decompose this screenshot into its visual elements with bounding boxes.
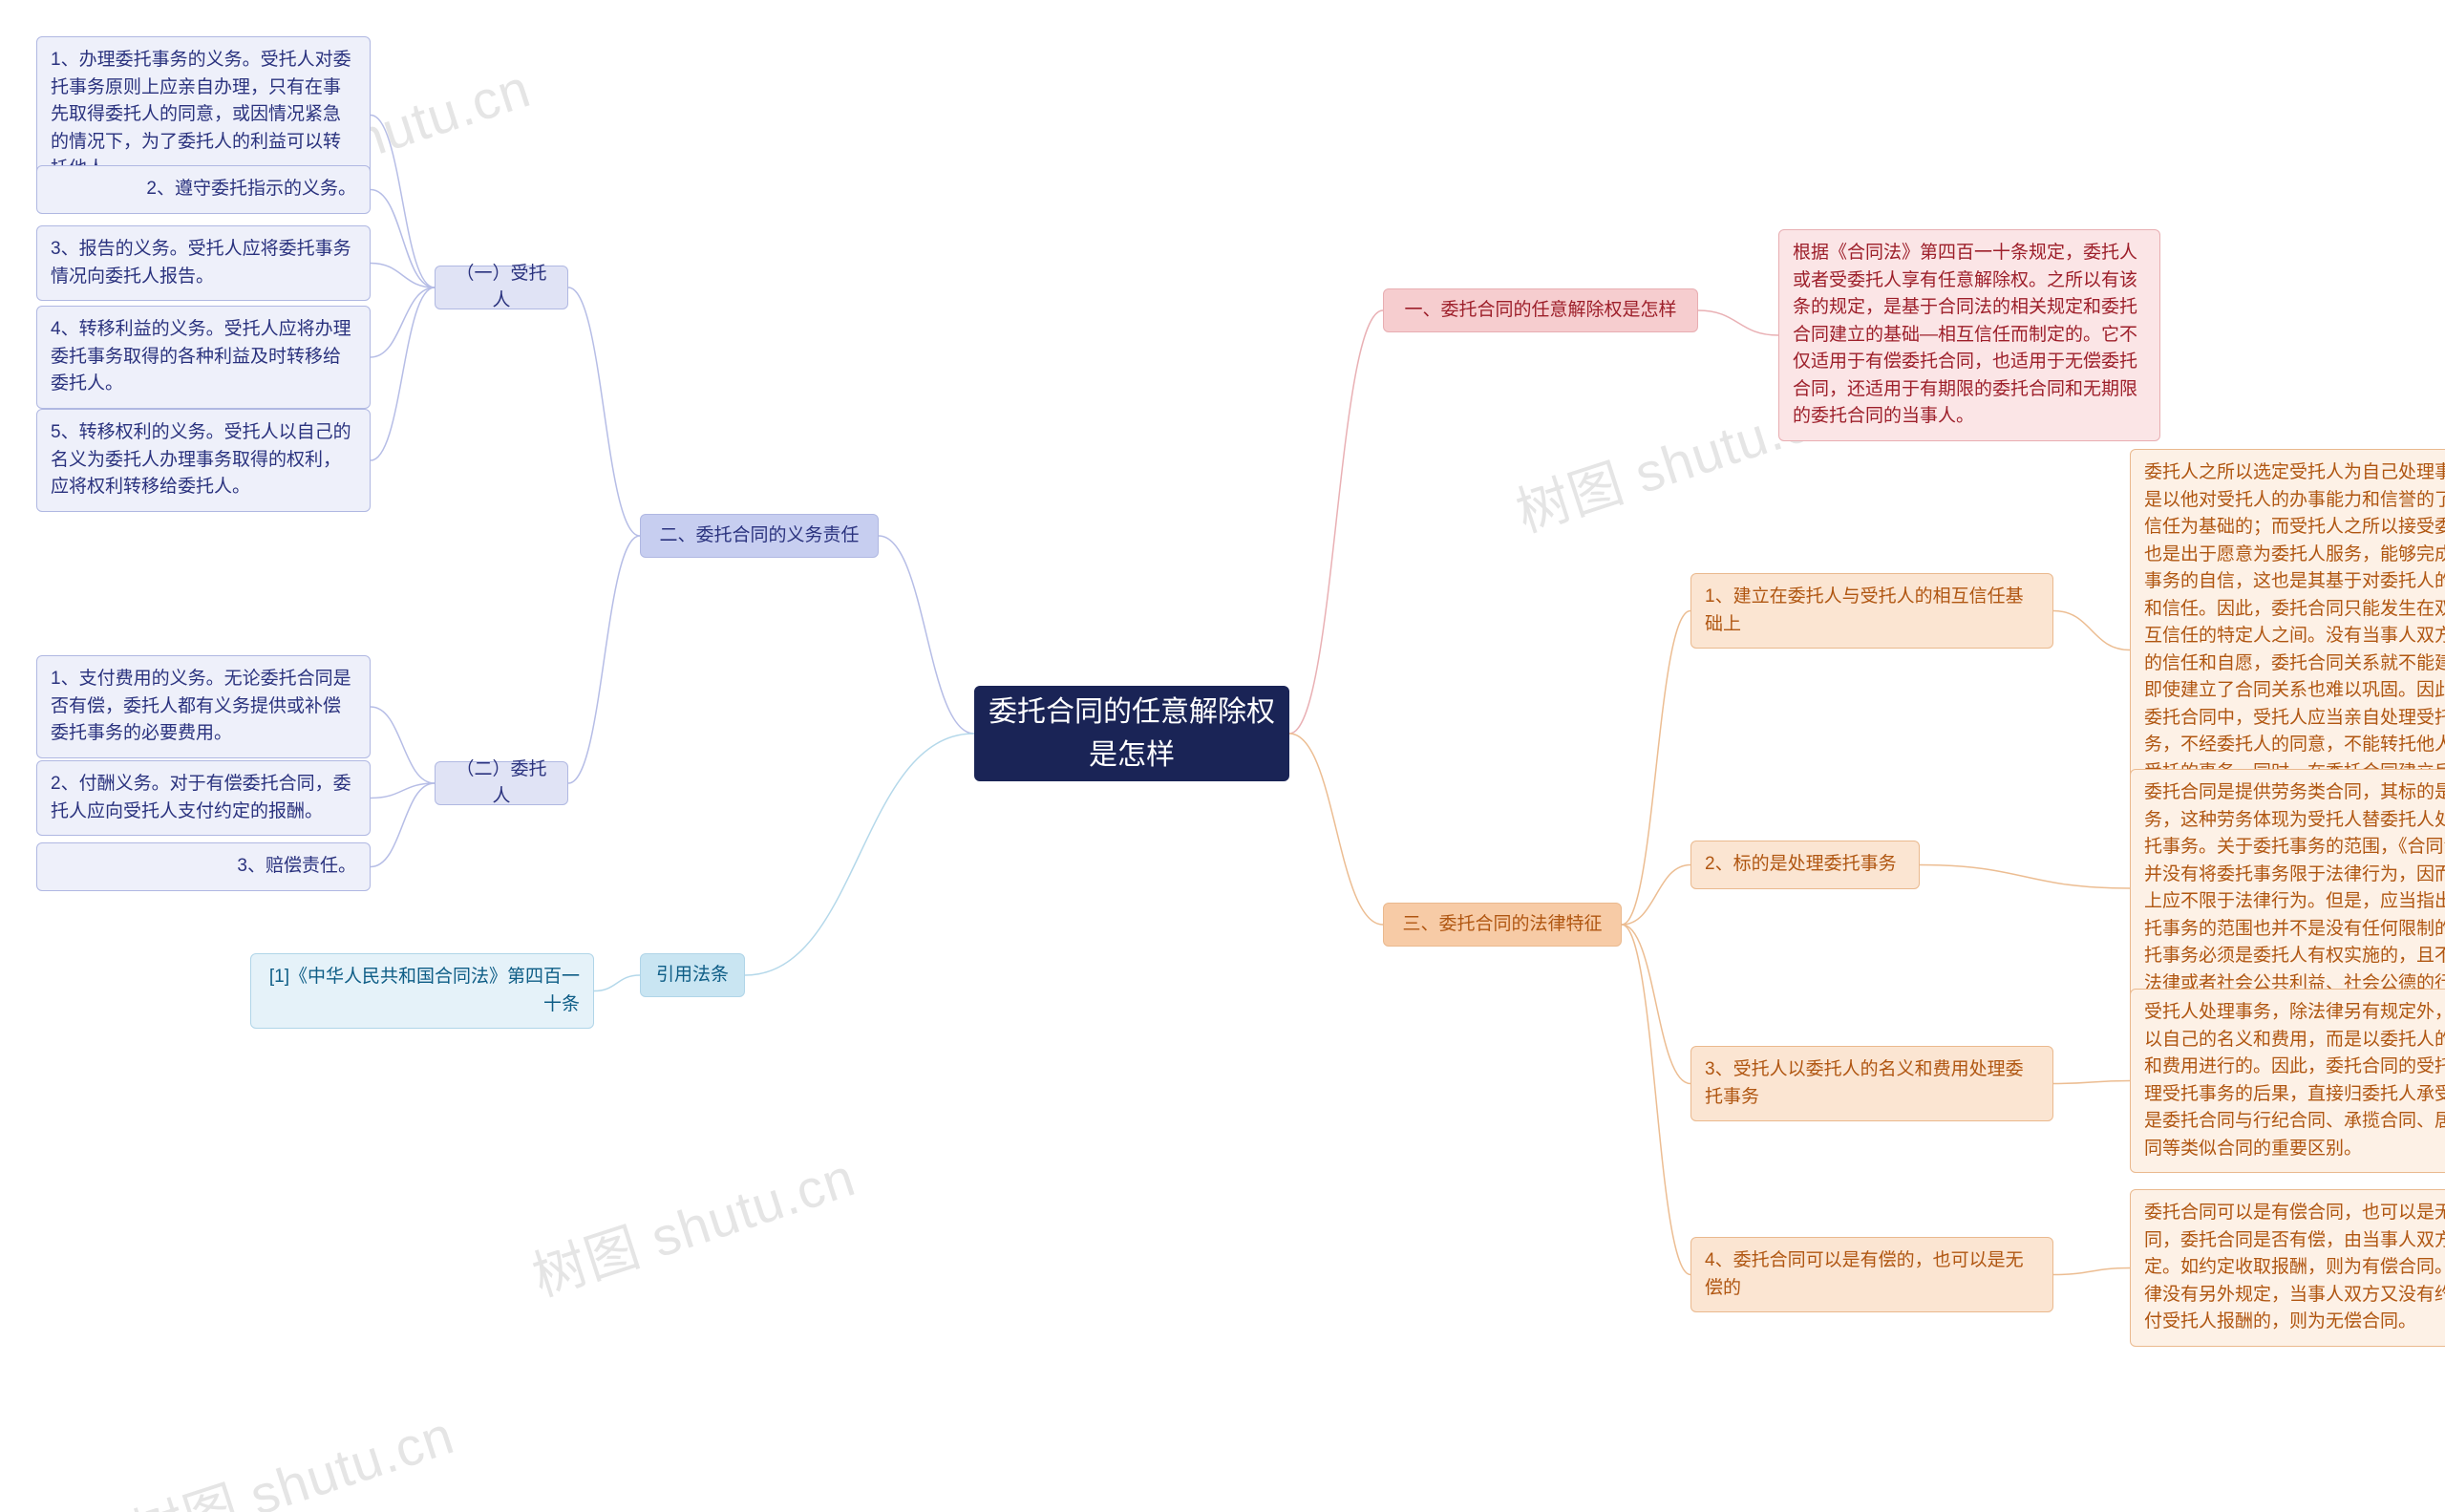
branch2-leafB-1: 1、支付费用的义务。无论委托合同是否有偿，委托人都有义务提供或补偿委托事务的必要…: [36, 655, 371, 758]
branch3-leaf-3: 受托人处理事务，除法律另有规定外，不是以自己的名义和费用，而是以委托人的名义和费…: [2130, 989, 2445, 1173]
branch3-sub-4: 4、委托合同可以是有偿的，也可以是无偿的: [1690, 1237, 2053, 1312]
root-node: 委托合同的任意解除权是怎样: [974, 686, 1289, 781]
branch1-l1-label: 一、委托合同的任意解除权是怎样: [1404, 297, 1676, 325]
branch2-leafB-2: 2、付酬义务。对于有偿委托合同，委托人应向受托人支付约定的报酬。: [36, 760, 371, 836]
branch2-l1: 二、委托合同的义务责任: [640, 514, 879, 558]
branch3-sub-3-text: 3、受托人以委托人的名义和费用处理委托事务: [1705, 1056, 2039, 1111]
branch4-l1: 引用法条: [640, 953, 745, 997]
leaf-text: 1、支付费用的义务。无论委托合同是否有偿，委托人都有义务提供或补偿委托事务的必要…: [51, 666, 356, 748]
branch2-l1-label: 二、委托合同的义务责任: [659, 522, 859, 550]
branch3-leaf-4: 委托合同可以是有偿合同，也可以是无偿合同，委托合同是否有偿，由当事人双方约定。如…: [2130, 1189, 2445, 1347]
branch3-l1-label: 三、委托合同的法律特征: [1402, 911, 1602, 939]
leaf-text: 2、付酬义务。对于有偿委托合同，委托人应向受托人支付约定的报酬。: [51, 771, 356, 825]
leaf-text: 3、报告的义务。受托人应将委托事务情况向委托人报告。: [51, 236, 356, 290]
branch2-leafB-3: 3、赔偿责任。: [36, 842, 371, 891]
branch1-leaf: 根据《合同法》第四百一十条规定，委托人或者受委托人享有任意解除权。之所以有该条的…: [1778, 229, 2160, 441]
branch3-sub-1: 1、建立在委托人与受托人的相互信任基础上: [1690, 573, 2053, 649]
leaf-text: 1、办理委托事务的义务。受托人对委托事务原则上应亲自办理，只有在事先取得委托人的…: [51, 47, 356, 183]
branch3-leaf-2-text: 委托合同是提供劳务类合同，其标的是为劳务，这种劳务体现为受托人替委托人处理委托事…: [2144, 779, 2445, 997]
branch3-sub-2-text: 2、标的是处理委托事务: [1705, 851, 1897, 879]
branch3-sub-2: 2、标的是处理委托事务: [1690, 841, 1920, 889]
branch3-sub-4-text: 4、委托合同可以是有偿的，也可以是无偿的: [1705, 1247, 2039, 1302]
leaf-text: 5、转移权利的义务。受托人以自己的名义为委托人办理事务取得的权利，应将权利转移给…: [51, 419, 356, 501]
branch2-subA-label: （一）受托人: [449, 261, 554, 315]
branch1-leaf-text: 根据《合同法》第四百一十条规定，委托人或者受委托人享有任意解除权。之所以有该条的…: [1793, 240, 2146, 431]
branch2-leafA-5: 5、转移权利的义务。受托人以自己的名义为委托人办理事务取得的权利，应将权利转移给…: [36, 409, 371, 512]
branch3-sub-3: 3、受托人以委托人的名义和费用处理委托事务: [1690, 1046, 2053, 1121]
branch2-leafA-2: 2、遵守委托指示的义务。: [36, 165, 371, 214]
branch2-leafA-3: 3、报告的义务。受托人应将委托事务情况向委托人报告。: [36, 225, 371, 301]
branch4-leaf: [1]《中华人民共和国合同法》第四百一十条: [250, 953, 594, 1029]
branch4-leaf-text: [1]《中华人民共和国合同法》第四百一十条: [265, 964, 580, 1018]
branch1-l1: 一、委托合同的任意解除权是怎样: [1383, 288, 1698, 332]
leaf-text: 4、转移利益的义务。受托人应将办理委托事务取得的各种利益及时转移给委托人。: [51, 316, 356, 398]
branch3-leaf-2: 委托合同是提供劳务类合同，其标的是为劳务，这种劳务体现为受托人替委托人处理委托事…: [2130, 769, 2445, 1008]
branch3-leaf-3-text: 受托人处理事务，除法律另有规定外，不是以自己的名义和费用，而是以委托人的名义和费…: [2144, 999, 2445, 1162]
branch2-subB-label: （二）委托人: [449, 756, 554, 811]
leaf-text: 2、遵守委托指示的义务。: [51, 176, 356, 203]
branch2-leafA-4: 4、转移利益的义务。受托人应将办理委托事务取得的各种利益及时转移给委托人。: [36, 306, 371, 409]
watermark: 树图 shutu.cn: [521, 1135, 863, 1311]
branch3-sub-1-text: 1、建立在委托人与受托人的相互信任基础上: [1705, 584, 2039, 638]
branch3-l1: 三、委托合同的法律特征: [1383, 903, 1622, 947]
watermark: 树图 shutu.cn: [120, 1393, 462, 1512]
branch2-subA: （一）受托人: [435, 266, 568, 309]
branch2-subB: （二）委托人: [435, 761, 568, 805]
leaf-text: 3、赔偿责任。: [51, 853, 356, 881]
branch3-leaf-4-text: 委托合同可以是有偿合同，也可以是无偿合同，委托合同是否有偿，由当事人双方约定。如…: [2144, 1200, 2445, 1336]
root-label: 委托合同的任意解除权是怎样: [989, 691, 1275, 777]
branch4-l1-label: 引用法条: [656, 962, 729, 990]
